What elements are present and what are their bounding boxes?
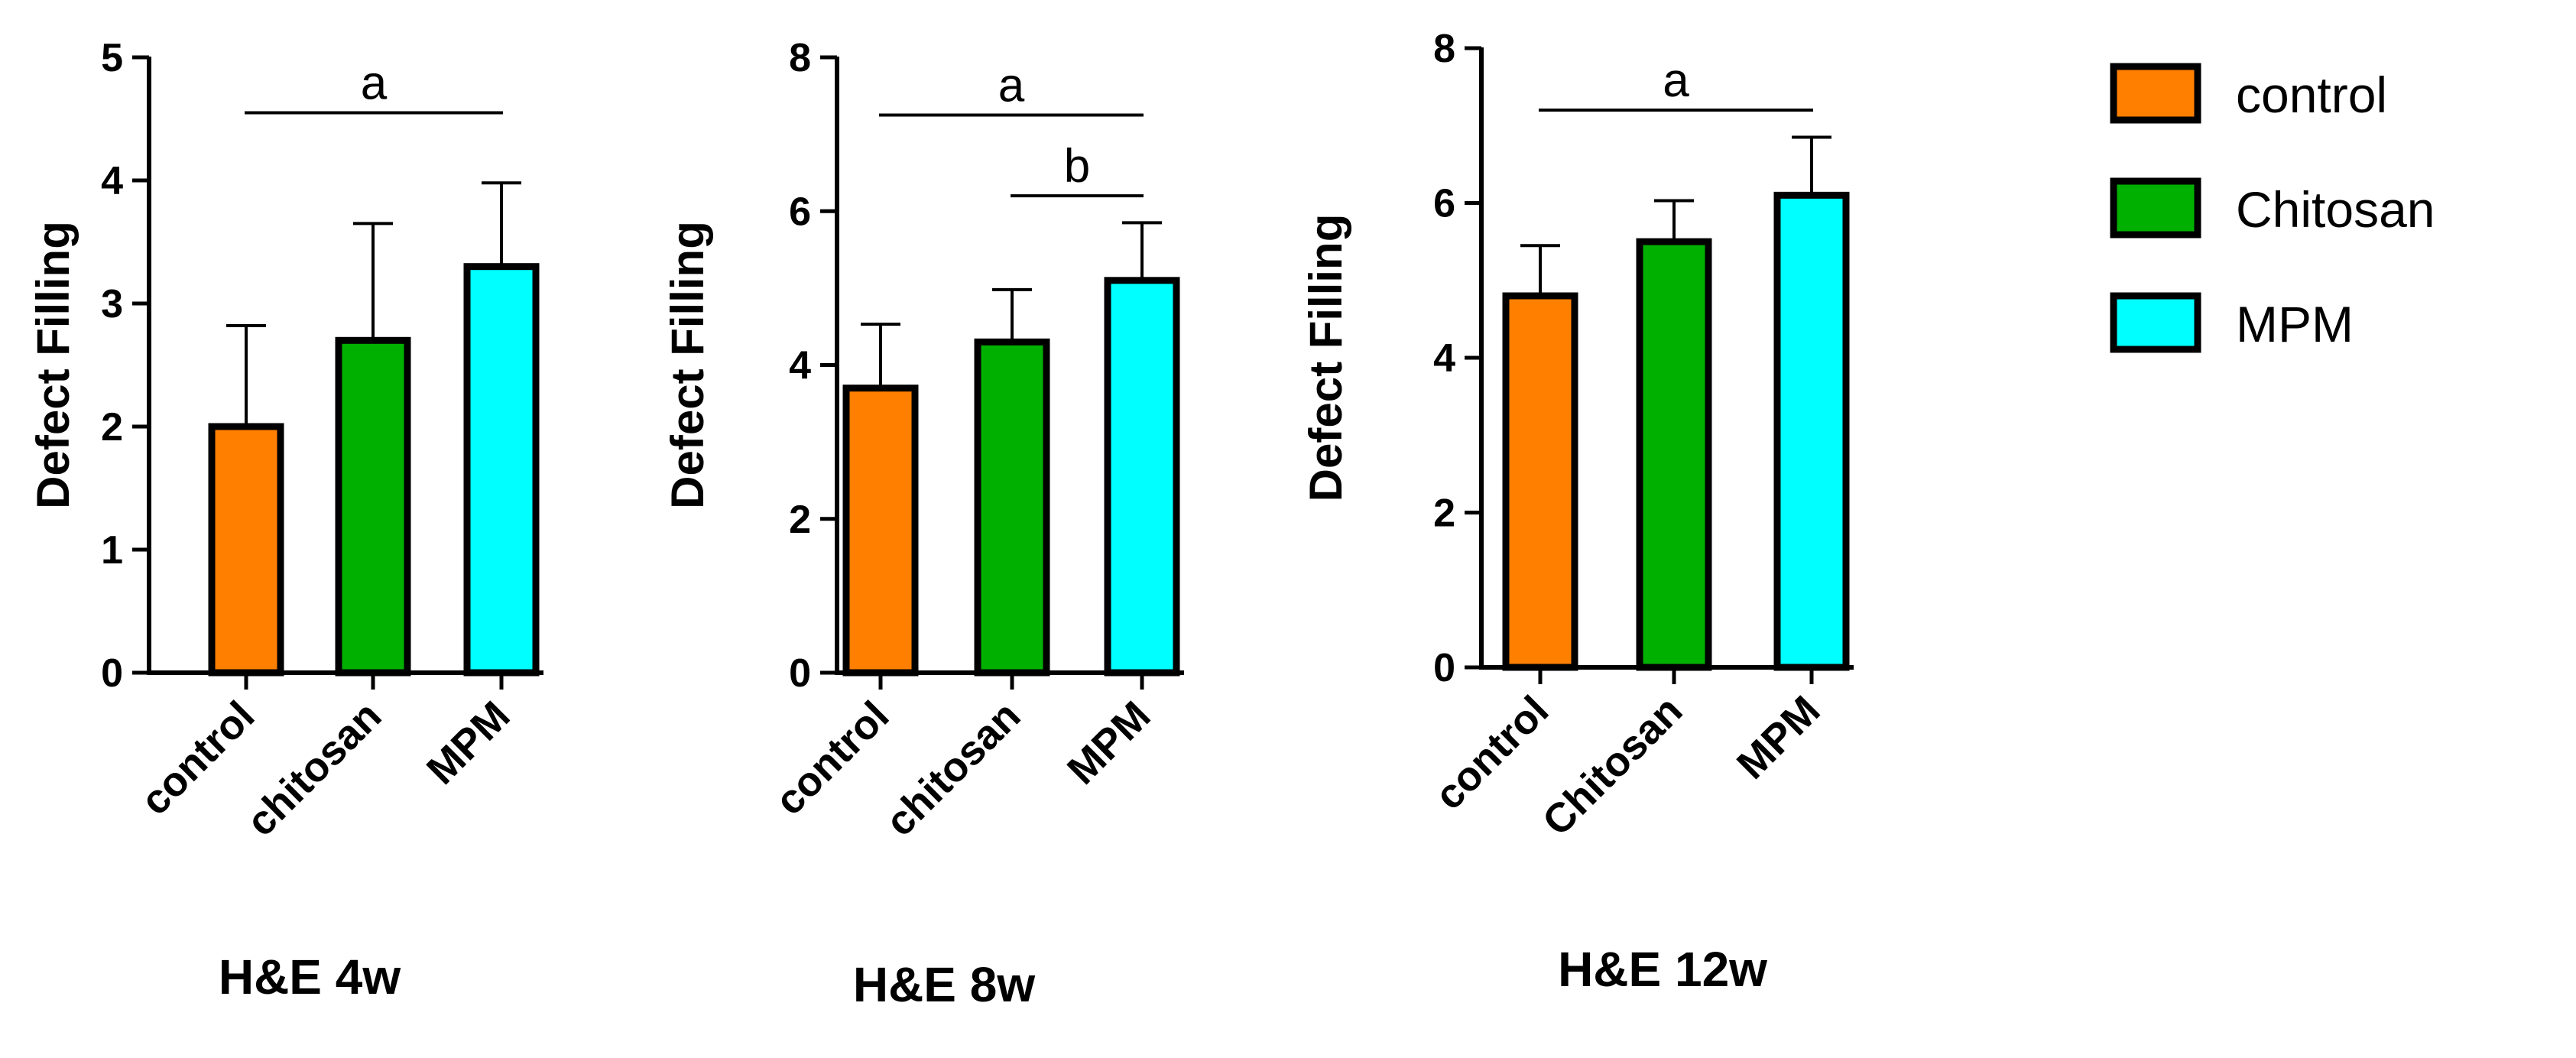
bar-chitosan [1636,238,1712,671]
x-category-label: control [767,693,898,824]
panel-title: H&E 12w [1558,942,1767,997]
y-tick-label: 4 [1433,336,1455,381]
legend-swatch-mpm [2110,292,2201,353]
y-axis-label: Defect Filling [1300,214,1351,502]
significance-label: a [1663,54,1689,107]
legend-swatch-chitosan [2110,177,2201,239]
y-tick-label: 5 [101,36,123,80]
bar-mpm [1773,191,1850,671]
x-category-label: control [1426,687,1558,819]
x-category-label: MPM [1059,693,1160,794]
y-tick-label: 0 [101,651,123,696]
bar-control [1502,292,1578,671]
y-tick-label: 8 [1433,27,1455,71]
bar-control [842,385,919,677]
y-tick-label: 2 [1433,492,1455,536]
y-tick-label: 6 [789,190,811,234]
significance-label: a [998,59,1025,112]
legend-label-mpm: MPM [2236,296,2354,352]
y-tick-label: 3 [101,282,123,326]
y-tick-label: 6 [1433,182,1455,226]
legend-label-control: control [2236,67,2387,123]
panel-title: H&E 4w [219,949,401,1004]
y-tick-label: 4 [101,159,123,203]
legend: control Chitosan MPM [2110,63,2435,353]
x-category-label: chitosan [238,693,390,845]
x-category-label: chitosan [877,693,1029,845]
bar-chitosan [335,336,411,677]
y-tick-label: 2 [101,405,123,449]
y-tick-label: 1 [101,528,123,573]
bar-mpm [1104,277,1180,677]
y-tick-label: 0 [789,651,811,696]
bar-chitosan [974,338,1050,677]
panel-title: H&E 8w [853,957,1036,1012]
significance-label: b [1064,140,1090,193]
x-category-label: control [132,693,264,824]
bar-control [208,423,284,677]
y-axis-label: Defect Filling [662,221,713,509]
y-tick-label: 8 [789,36,811,80]
y-tick-label: 0 [1433,646,1455,690]
x-category-label: MPM [418,693,519,794]
y-tick-label: 2 [789,498,811,542]
bar-mpm [463,263,540,677]
y-axis-label: Defect Filling [28,221,79,509]
legend-swatch-control [2110,63,2201,124]
y-tick-label: 4 [789,344,811,388]
significance-label: a [361,57,388,109]
x-category-label: Chitosan [1534,687,1692,845]
x-category-label: MPM [1728,687,1829,788]
legend-label-chitosan: Chitosan [2236,181,2435,238]
